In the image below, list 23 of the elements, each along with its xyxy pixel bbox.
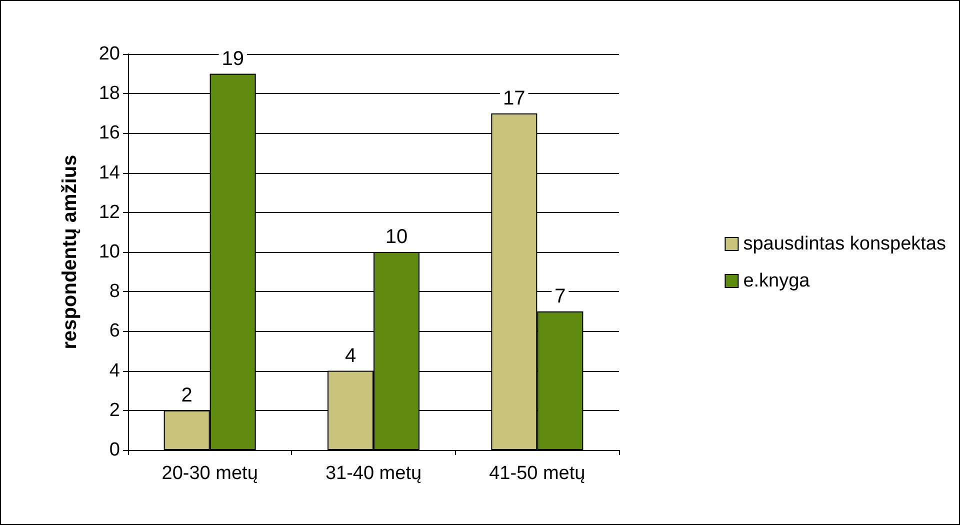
y-axis-title: respondentų amžius [59,154,81,350]
data-label: 17 [503,87,526,110]
x-tick-label: 20-30 metų [162,463,258,484]
y-tick-label: 2 [109,400,120,421]
data-label: 19 [222,48,244,70]
legend-label: spausdintas konspektas [743,234,946,254]
y-tick-label: 10 [98,242,120,262]
y-tick-label: 6 [109,320,120,342]
data-label: 4 [344,344,356,367]
data-label: 10 [385,226,408,248]
y-tick-label: 20 [98,44,120,64]
x-tick-label: 31-40 metų [325,463,422,484]
x-tick-label: 41-50 metų [489,463,586,484]
y-tick-label: 16 [98,122,120,144]
legend-label: e.knyga [743,270,810,292]
y-tick-label: 0 [109,440,120,460]
y-tick-label: 4 [109,360,120,382]
y-tick-label: 12 [98,202,120,223]
data-label: 7 [554,285,566,308]
data-label: 2 [181,384,192,406]
y-tick-label: 8 [109,281,120,302]
y-tick-label: 18 [98,83,120,104]
y-tick-label: 14 [98,162,120,184]
